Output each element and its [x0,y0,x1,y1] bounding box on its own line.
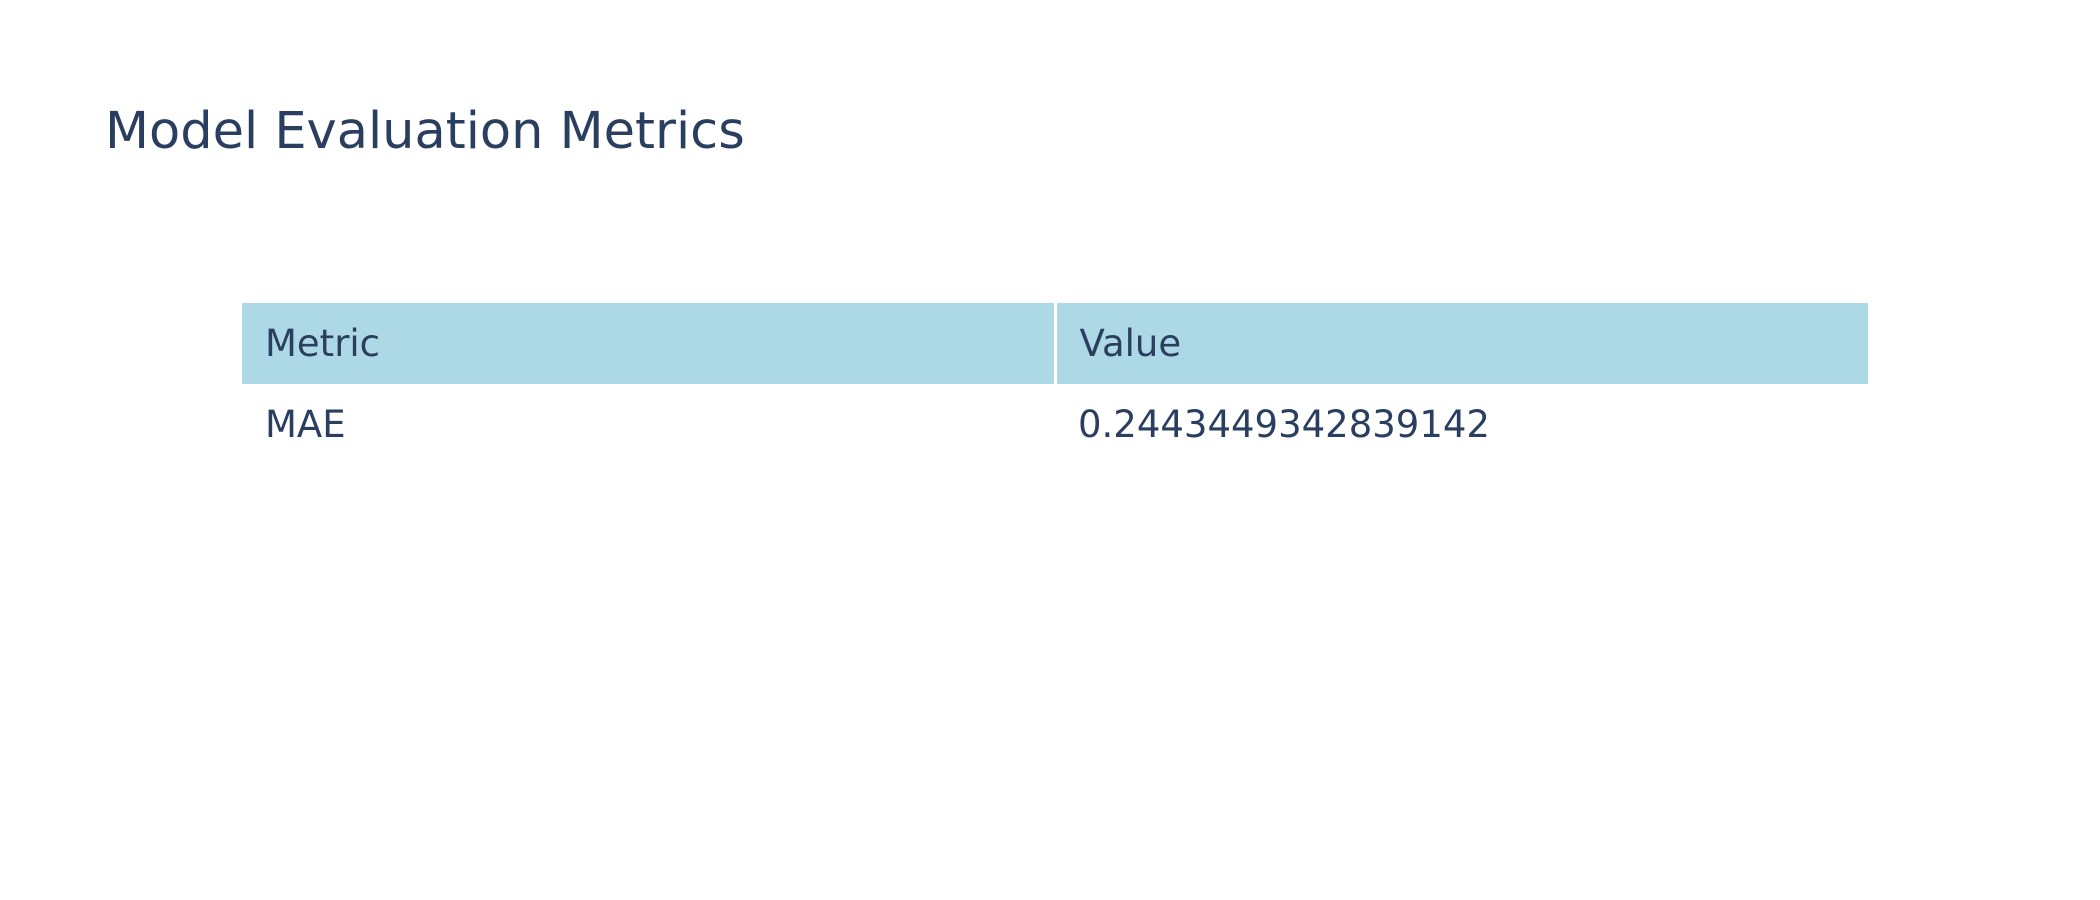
metrics-table: Metric Value MAE 0.2443449342839142 [242,303,1868,464]
table-container: Metric Value MAE 0.2443449342839142 [242,303,1868,464]
table-body: MAE 0.2443449342839142 [242,384,1868,464]
column-header-value: Value [1055,303,1868,384]
table-header-row: Metric Value [242,303,1868,384]
table-row: MAE 0.2443449342839142 [242,384,1868,464]
chart-title: Model Evaluation Metrics [105,102,745,161]
table-cell-value: 0.2443449342839142 [1055,384,1868,464]
table-cell-metric: MAE [242,384,1055,464]
column-header-metric: Metric [242,303,1057,384]
